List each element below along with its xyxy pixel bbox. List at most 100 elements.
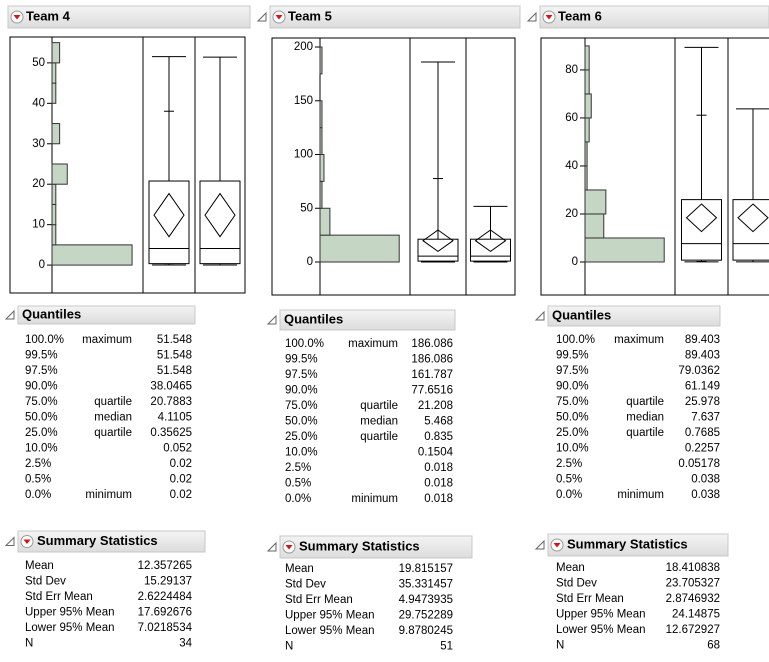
disclosure-icon[interactable] — [534, 310, 545, 321]
quantile-value: 0.02 — [170, 474, 192, 486]
mean-diamond — [685, 203, 718, 233]
quantile-label: median — [626, 412, 664, 424]
quantile-label: maximum — [614, 334, 664, 346]
histogram-bar — [319, 154, 325, 182]
title-bar — [269, 5, 521, 29]
stat-label: Std Dev — [285, 579, 326, 591]
quantile-value: 61.149 — [685, 381, 720, 393]
stat-value: 9.8780245 — [399, 625, 453, 637]
box — [732, 199, 769, 261]
menu-arrow[interactable] — [285, 545, 293, 550]
quantile-level: 2.5% — [25, 458, 51, 470]
y-tick-label: 150 — [294, 95, 313, 107]
stat-label: Std Err Mean — [285, 594, 353, 606]
quantile-level: 50.0% — [556, 412, 589, 424]
quantile-value: 0.835 — [424, 431, 453, 443]
quantile-level: 90.0% — [25, 381, 58, 393]
histogram-bar — [51, 62, 57, 84]
stat-value: 24.14875 — [672, 609, 720, 621]
quantile-level: 0.5% — [556, 474, 582, 486]
histogram-bar — [584, 165, 588, 191]
disclosure-icon[interactable] — [4, 309, 15, 320]
stat-label: N — [25, 638, 33, 650]
section-title: Summary Statistics — [567, 536, 688, 551]
quantile-value: 186.086 — [411, 338, 453, 350]
stat-label: Std Err Mean — [25, 591, 93, 603]
quantile-label: quartile — [94, 396, 132, 408]
stat-value: 2.6224484 — [138, 591, 193, 603]
menu-arrow[interactable] — [13, 15, 21, 20]
quantile-value: 0.05178 — [678, 458, 720, 470]
quantile-level: 0.5% — [25, 474, 51, 486]
quantile-value: 0.052 — [163, 443, 192, 455]
y-tick-label: 100 — [294, 149, 313, 161]
stat-label: Upper 95% Mean — [285, 610, 375, 622]
y-tick-label: 0 — [39, 259, 45, 271]
quantile-value: 0.35625 — [150, 427, 192, 439]
menu-arrow[interactable] — [553, 543, 561, 548]
histogram-bar — [51, 183, 57, 205]
stat-value: 51 — [440, 641, 453, 653]
histogram-bar — [319, 180, 323, 209]
y-tick-label: 10 — [32, 219, 45, 231]
histogram-bar — [319, 127, 323, 156]
section-header — [547, 305, 721, 327]
quantile-label: median — [94, 412, 132, 424]
menu-arrow[interactable] — [23, 539, 31, 545]
quantile-label: quartile — [360, 400, 398, 412]
disclosure-icon[interactable] — [534, 539, 545, 550]
quantile-level: 10.0% — [285, 447, 318, 459]
quantile-value: 0.018 — [424, 462, 453, 474]
quantile-value: 89.403 — [685, 334, 720, 346]
disclosure-icon[interactable] — [256, 11, 267, 22]
quantile-level: 90.0% — [556, 381, 589, 393]
quantile-label: maximum — [348, 338, 398, 350]
stat-label: Lower 95% Mean — [285, 625, 375, 637]
quantile-label: quartile — [626, 427, 664, 439]
stat-value: 17.692676 — [138, 607, 192, 619]
quantile-value: 0.2257 — [685, 443, 720, 455]
quantile-value: 186.086 — [411, 354, 453, 366]
stat-label: Mean — [25, 560, 54, 572]
title-bar — [539, 5, 769, 29]
quantile-value: 0.018 — [424, 478, 453, 490]
quantile-label: minimum — [351, 493, 398, 505]
stat-value: 68 — [707, 640, 720, 652]
disclosure-icon[interactable] — [266, 541, 277, 552]
quantile-level: 2.5% — [285, 462, 311, 474]
quantile-level: 10.0% — [556, 443, 589, 455]
disclosure-icon[interactable] — [526, 11, 537, 22]
quantile-value: 0.1504 — [418, 447, 454, 459]
quantile-label: median — [360, 416, 398, 428]
disclosure-icon[interactable] — [266, 314, 277, 325]
quantile-label: quartile — [626, 396, 664, 408]
stat-label: Lower 95% Mean — [556, 624, 646, 636]
y-tick-label: 60 — [565, 112, 578, 124]
menu-arrow[interactable] — [545, 15, 553, 20]
quantile-level: 97.5% — [556, 365, 589, 377]
quantile-label: quartile — [360, 431, 398, 443]
quantile-level: 10.0% — [25, 443, 58, 455]
stat-label: Lower 95% Mean — [25, 622, 115, 634]
quantile-level: 75.0% — [25, 396, 58, 408]
stat-value: 15.29137 — [144, 576, 192, 588]
y-tick-label: 40 — [32, 97, 45, 109]
quantile-level: 2.5% — [556, 458, 582, 470]
disclosure-icon[interactable] — [4, 536, 15, 546]
quantile-level: 25.0% — [25, 427, 58, 439]
menu-arrow[interactable] — [275, 15, 283, 20]
panel-title: Team 6 — [558, 8, 602, 23]
section-header — [17, 530, 206, 553]
quantile-value: 89.403 — [685, 350, 720, 362]
histogram-bar — [51, 244, 133, 266]
quantile-level: 0.5% — [285, 478, 311, 490]
quantile-level: 99.5% — [25, 350, 58, 362]
stat-label: Std Err Mean — [556, 593, 624, 605]
histogram-bar — [584, 45, 590, 71]
quantile-value: 0.038 — [691, 474, 720, 486]
quantile-level: 97.5% — [25, 365, 58, 377]
stat-value: 19.815157 — [399, 563, 453, 575]
histogram-bar — [319, 207, 331, 236]
section-header — [547, 533, 729, 557]
histogram-bar — [51, 203, 57, 226]
